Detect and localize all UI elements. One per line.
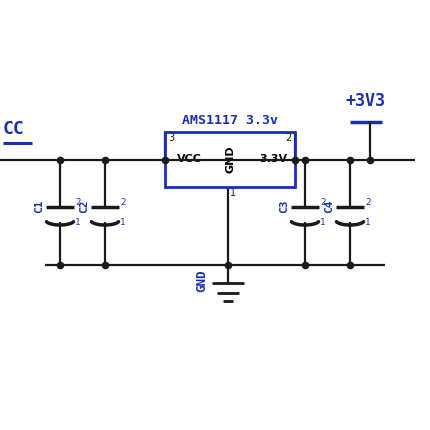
Text: C2: C2: [79, 200, 89, 213]
Text: CC: CC: [3, 120, 25, 138]
Text: 1: 1: [320, 218, 326, 227]
Text: 3.3V: 3.3V: [259, 154, 287, 165]
Bar: [165, 132, 295, 187]
Text: 2: 2: [365, 198, 370, 207]
Text: 1: 1: [75, 218, 80, 227]
Text: C1: C1: [34, 200, 44, 213]
Text: VCC: VCC: [177, 154, 201, 165]
Text: GND: GND: [225, 146, 235, 173]
Text: 2: 2: [320, 198, 326, 207]
Text: 2: 2: [120, 198, 126, 207]
Text: 2: 2: [286, 133, 292, 143]
Text: GND: GND: [195, 270, 208, 292]
Text: 1: 1: [230, 188, 236, 198]
Text: AMS1117 3.3v: AMS1117 3.3v: [182, 114, 278, 127]
Text: C3: C3: [279, 200, 289, 213]
Text: 1: 1: [365, 218, 370, 227]
Text: 3: 3: [168, 133, 174, 143]
Text: +3V3: +3V3: [345, 92, 385, 110]
Text: 1: 1: [120, 218, 126, 227]
Text: C4: C4: [324, 200, 334, 213]
Text: 2: 2: [75, 198, 80, 207]
